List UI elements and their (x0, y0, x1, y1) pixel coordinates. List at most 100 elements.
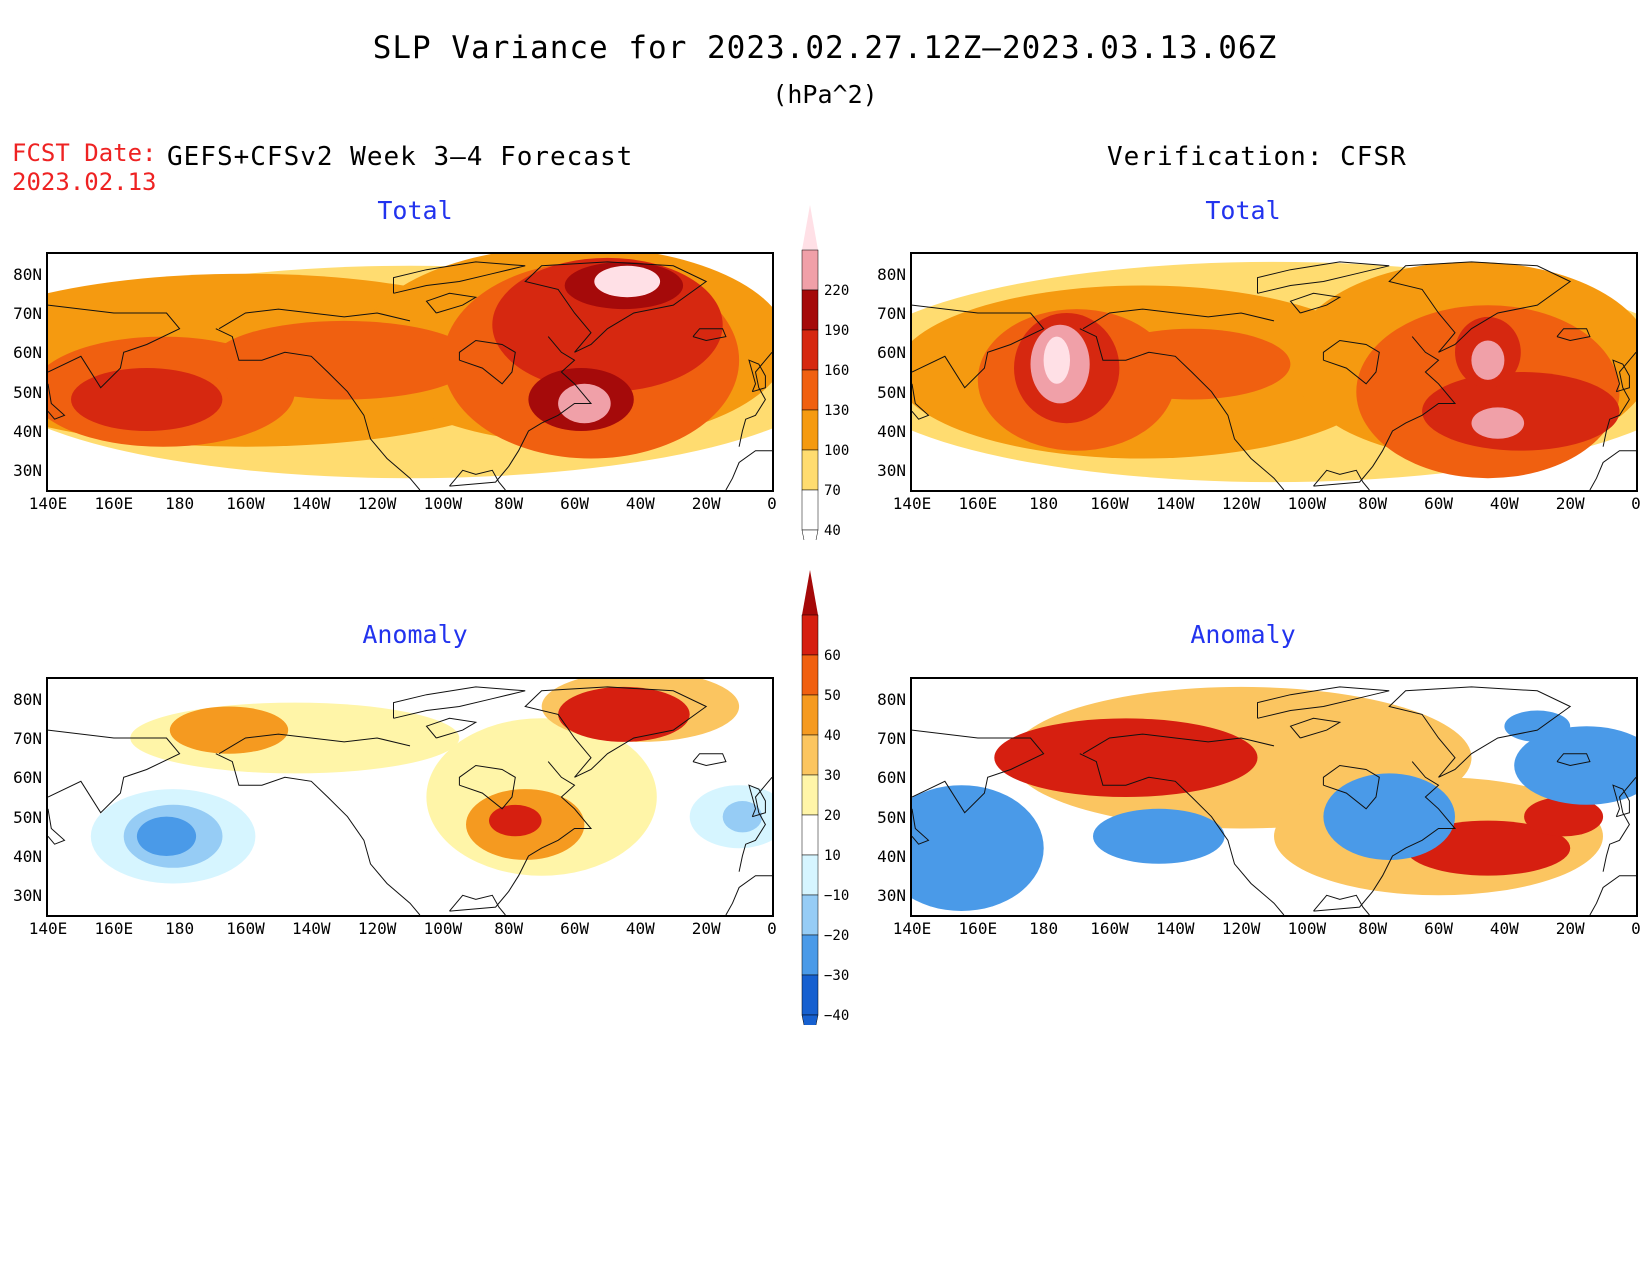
forecast-total-title: Total (377, 196, 453, 225)
longitude-label: 80W (1358, 494, 1388, 513)
coastline (218, 308, 411, 330)
fcst-date-value: 2023.02.13 (12, 168, 157, 196)
coastline (449, 894, 506, 915)
verification-total-field (912, 261, 1636, 490)
contour-region (1524, 797, 1604, 837)
longitude-label: 60W (1424, 494, 1453, 513)
latitude-label: 50N (877, 807, 906, 827)
colorbar-tick-label: 40 (824, 523, 841, 539)
colorbar-tick-label: −10 (824, 888, 849, 904)
coastline (1079, 753, 1285, 915)
latitude-label: 60N (877, 343, 906, 363)
coastline (48, 729, 181, 814)
longitude-label: 140W (292, 919, 331, 938)
longitude-label: 140E (892, 919, 932, 938)
latitude-label: 50N (13, 807, 42, 827)
colorbar-segment (801, 894, 819, 936)
coastline (48, 304, 181, 389)
colorbar-tick-label: −40 (824, 1008, 849, 1024)
verification-total-map (910, 252, 1638, 492)
coastline (1322, 764, 1380, 810)
contour-region (1471, 407, 1525, 439)
colorbar-segment (801, 654, 819, 696)
coastline (425, 292, 478, 314)
coastline (1313, 469, 1370, 490)
coastline (1589, 875, 1636, 915)
contour-region (71, 368, 223, 431)
longitude-label: 40W (1489, 919, 1519, 938)
coastline (912, 383, 930, 420)
coastline (1556, 328, 1591, 342)
main-title: SLP Variance for 2023.02.27.12Z–2023.03.… (372, 30, 1278, 66)
coastline (748, 784, 766, 818)
longitude-label: 160E (958, 494, 998, 513)
coastline (393, 686, 526, 719)
forecast-anomaly-title: Anomaly (362, 620, 468, 649)
coastline (725, 450, 772, 490)
colorbar-tick-label: −30 (824, 968, 849, 984)
colorbar-segment (801, 694, 819, 736)
coastline (48, 808, 66, 845)
coastline (215, 328, 421, 490)
longitude-label: 140E (28, 919, 68, 938)
latitude-label: 30N (877, 461, 906, 481)
longitude-label: 80W (1358, 919, 1388, 938)
coastline (1289, 292, 1342, 314)
latitude-label: 60N (877, 768, 906, 788)
longitude-label: 0 (1631, 919, 1641, 938)
longitude-label: 180 (1029, 494, 1059, 513)
latitude-label: 40N (877, 847, 906, 866)
coastline (425, 717, 478, 739)
colorbar-segment (801, 449, 819, 491)
longitude-label: 100W (423, 919, 463, 938)
longitude-label: 40W (625, 919, 655, 938)
coastline (1388, 261, 1572, 353)
longitude-label: 20W (691, 494, 721, 513)
colorbar-tick-label: 160 (824, 363, 849, 379)
verification-anomaly-field (912, 686, 1636, 915)
coastline (449, 336, 593, 487)
coastline (692, 328, 727, 342)
longitude-label: 160W (1090, 919, 1129, 938)
colorbar-arrow-bottom (801, 529, 819, 540)
longitude-label: 100W (1287, 919, 1327, 938)
coastline (215, 753, 421, 915)
verification-anomaly-title: Anomaly (1190, 620, 1296, 649)
colorbar-tick-label: 20 (824, 808, 841, 824)
colorbar-tick-label: 10 (824, 848, 841, 864)
coastline (1313, 761, 1457, 912)
coastline (449, 469, 506, 490)
coastline (524, 686, 708, 778)
longitude-label: 0 (767, 494, 777, 513)
longitude-label: 160E (958, 919, 998, 938)
coastline (692, 753, 727, 767)
longitude-label: 120W (1221, 919, 1261, 938)
latitude-label: 60N (13, 768, 42, 788)
longitude-label: 80W (494, 494, 524, 513)
coastline (912, 729, 1045, 814)
colorbar-tick-label: 40 (824, 728, 841, 744)
coastline (524, 261, 708, 353)
latitude-label: 80N (877, 689, 906, 709)
longitude-label: 100W (1287, 494, 1327, 513)
contour-region (1504, 710, 1571, 742)
coastline (1556, 753, 1591, 767)
latitude-label: 30N (13, 886, 42, 906)
latitude-label: 60N (13, 343, 42, 363)
longitude-label: 80W (494, 919, 524, 938)
colorbar-arrow-top (802, 570, 818, 615)
colorbar-segment (801, 289, 819, 331)
colorbar-segment (801, 614, 819, 656)
colorbar-segment (801, 854, 819, 896)
coastline (1082, 733, 1275, 755)
latitude-label: 50N (13, 382, 42, 402)
coastline (1602, 351, 1636, 447)
colorbar-tick-label: 100 (824, 443, 849, 459)
longitude-label: 160W (226, 919, 265, 938)
colorbar-segment (801, 249, 819, 291)
contour-region (489, 804, 542, 837)
longitude-label: 160W (1090, 494, 1129, 513)
latitude-label: 70N (13, 729, 42, 748)
contour-region (1422, 372, 1620, 451)
colorbar-segment (801, 974, 819, 1016)
